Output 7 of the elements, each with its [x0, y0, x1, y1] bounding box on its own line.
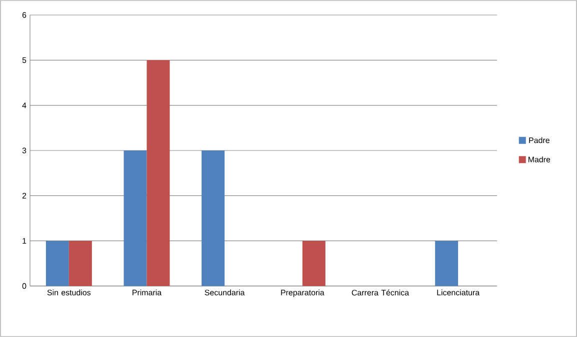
bar	[202, 150, 225, 286]
bar	[146, 60, 170, 286]
bar	[46, 240, 69, 286]
bar	[435, 240, 458, 286]
bar	[68, 240, 92, 286]
bar	[302, 240, 326, 286]
bar	[124, 150, 147, 286]
